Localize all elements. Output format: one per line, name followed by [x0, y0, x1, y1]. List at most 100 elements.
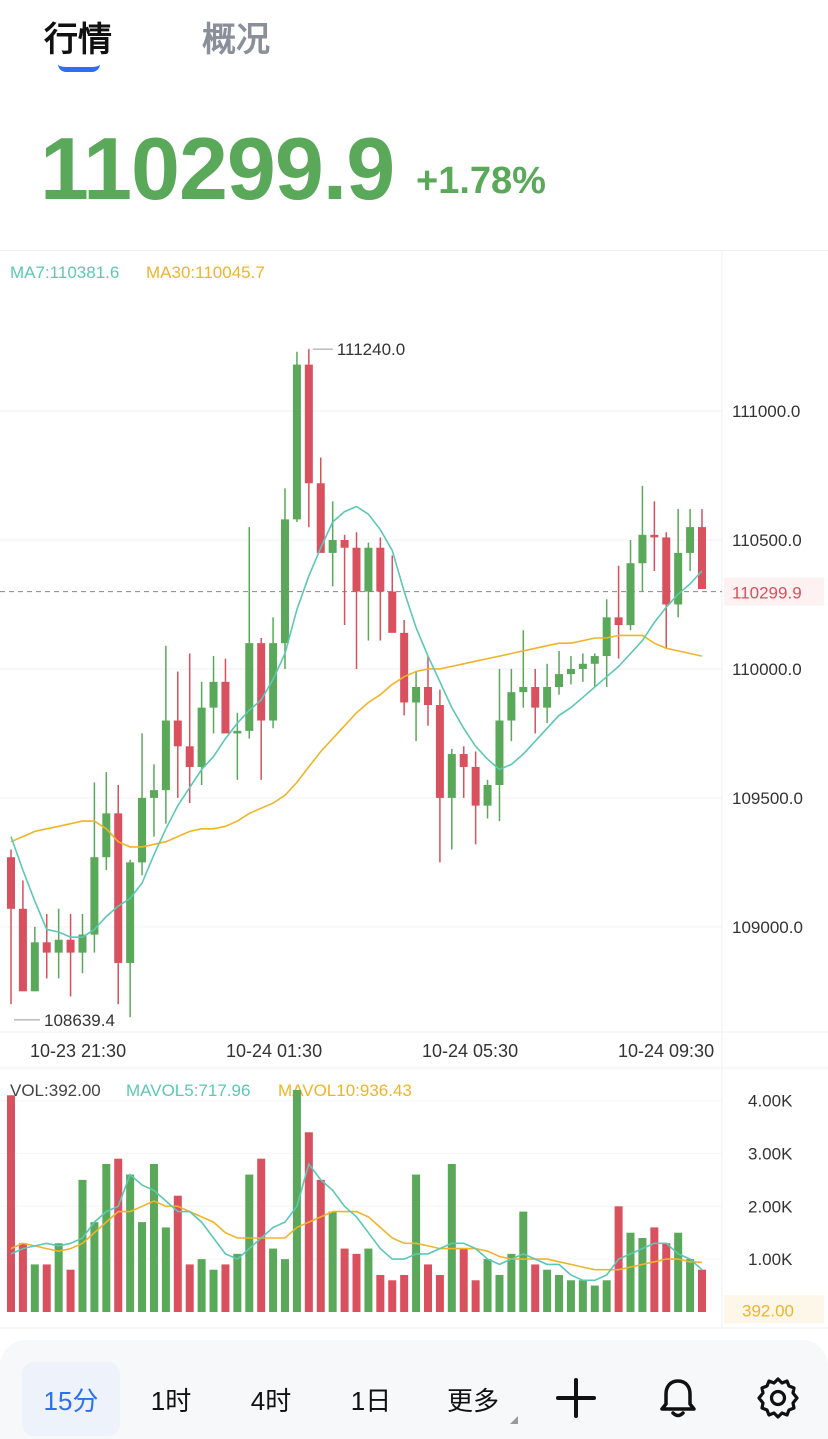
volume-bar: [674, 1232, 683, 1312]
x-tick-label: 10-24 09:30: [618, 1041, 714, 1061]
candle-body: [78, 934, 87, 953]
candle-body: [161, 720, 170, 791]
candle-body: [400, 632, 409, 703]
candle-body: [340, 540, 349, 548]
plus-icon[interactable]: [554, 1376, 598, 1420]
candle-body: [459, 754, 468, 767]
candle-body: [602, 617, 611, 657]
kline-chart[interactable]: 111000.0 110500.0 110000.0 109500.0 109000.0…: [0, 250, 828, 1340]
volume-bar: [114, 1158, 123, 1312]
y-tick-label: 110000.0: [732, 660, 802, 679]
timeframe-1h[interactable]: 1时: [150, 1385, 192, 1416]
timeframe-15m[interactable]: 15分: [22, 1362, 120, 1436]
candle-body: [364, 547, 373, 592]
vol-y-tick-label: 3.00K: [748, 1144, 793, 1163]
high-label: 111240.0: [337, 340, 405, 359]
candle-body: [578, 663, 587, 669]
volume-bar: [698, 1269, 706, 1312]
volume-bar: [161, 1227, 170, 1312]
volume-bar: [90, 1222, 99, 1312]
candle-body: [662, 537, 671, 605]
candle-body: [674, 552, 683, 605]
volume-bar: [400, 1275, 409, 1312]
tab-market[interactable]: 行情: [44, 21, 112, 59]
volume-bar: [138, 1222, 147, 1312]
timeframe-more[interactable]: 更多: [424, 1362, 522, 1436]
corner-triangle-icon: [510, 1416, 518, 1424]
y-tick-label: 109000.0: [732, 918, 803, 937]
candle-body: [257, 643, 266, 721]
candle-body: [114, 813, 123, 963]
volume-bar: [30, 1264, 39, 1312]
candle-body: [686, 527, 695, 553]
volume-bar: [388, 1280, 397, 1312]
candle-body: [173, 720, 182, 747]
last-price: 110299.9: [40, 119, 395, 218]
volume-bar: [555, 1275, 564, 1312]
candle-body: [626, 563, 635, 626]
volume-bar: [578, 1280, 587, 1312]
volume-bar: [173, 1195, 182, 1312]
candle-body: [376, 547, 385, 592]
volume-bar: [483, 1259, 492, 1312]
volume-bar: [590, 1285, 599, 1312]
candle-body: [292, 364, 301, 520]
volume-bar: [102, 1164, 111, 1312]
vol-y-tick-label: 1.00K: [748, 1250, 793, 1269]
volume-bar: [185, 1264, 194, 1312]
candle-body: [531, 687, 540, 708]
candle-body: [614, 617, 623, 626]
header-tabs: 行情 概况: [0, 0, 828, 90]
volume-bar: [328, 1211, 337, 1312]
candle-body: [566, 668, 575, 675]
y-tick-label: 110500.0: [732, 531, 802, 550]
candle-body: [519, 687, 528, 693]
candle-body: [90, 857, 99, 935]
volume-bar: [292, 1090, 301, 1312]
volume-bar: [281, 1259, 290, 1312]
candle-body: [126, 862, 135, 963]
volume-bar: [519, 1211, 528, 1312]
vol-y-tick-label: 4.00K: [748, 1092, 793, 1111]
volume-bar: [626, 1232, 635, 1312]
volume-bar: [7, 1095, 15, 1312]
candle-body: [149, 790, 158, 798]
x-tick-label: 10-23 21:30: [30, 1041, 126, 1061]
volume-bar: [257, 1158, 266, 1312]
volume-bar: [42, 1264, 51, 1312]
volume-bar: [221, 1264, 230, 1312]
volume-bar: [197, 1259, 206, 1312]
current-volume-tag: 392.00: [742, 1301, 794, 1320]
volume-bar: [447, 1164, 456, 1312]
timeframe-1d[interactable]: 1日: [350, 1385, 392, 1416]
price-change-percent: +1.78%: [416, 160, 546, 202]
gear-icon[interactable]: [756, 1376, 800, 1420]
volume-bar: [269, 1248, 278, 1312]
mavol10-legend: MAVOL10:936.43: [278, 1081, 412, 1100]
ma7-legend: MA7:110381.6: [10, 263, 119, 282]
candle-body: [423, 687, 432, 706]
candle-body: [7, 857, 15, 909]
current-price-tag: 110299.9: [732, 584, 802, 603]
ma7-line: [10, 505, 703, 939]
volume-bar: [602, 1280, 611, 1312]
bell-icon[interactable]: [656, 1376, 700, 1420]
volume-bar: [149, 1164, 158, 1312]
candle-body: [245, 643, 254, 731]
candle-body: [471, 766, 480, 806]
timeframe-more-label: 更多: [446, 1385, 499, 1416]
tab-overview[interactable]: 概况: [202, 21, 270, 59]
timeframe-4h[interactable]: 4时: [250, 1385, 292, 1416]
candle-body: [388, 591, 397, 633]
volume-bar: [662, 1243, 671, 1312]
volume-bar: [126, 1174, 135, 1312]
divider: [0, 250, 828, 251]
candle-body: [328, 540, 337, 553]
low-label: 108639.4: [44, 1011, 115, 1030]
candle-body: [316, 483, 325, 553]
candle-body: [30, 942, 39, 992]
volume-bar: [352, 1253, 361, 1312]
volume-bar: [650, 1227, 659, 1312]
candle-body: [185, 746, 194, 767]
candle-body: [698, 527, 706, 589]
